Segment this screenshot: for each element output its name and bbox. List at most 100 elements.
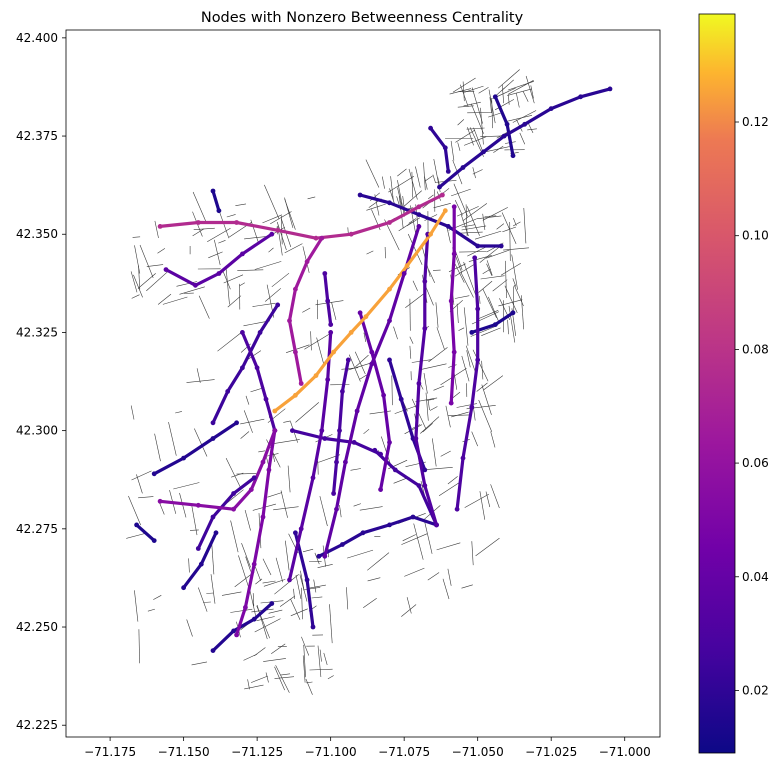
street-segment — [274, 676, 295, 679]
street-segment — [390, 176, 394, 200]
street-segment — [408, 168, 418, 200]
street-segment — [494, 99, 515, 111]
node-point — [290, 428, 295, 433]
node-point — [151, 471, 157, 477]
node-point — [387, 200, 392, 206]
street-segment — [263, 658, 286, 662]
street-segment — [490, 484, 500, 509]
colorbar-tick-label: 0.02 — [742, 683, 769, 697]
street-segment — [478, 280, 493, 293]
street-segment — [482, 207, 508, 221]
node-point — [422, 483, 428, 488]
node-point — [387, 522, 392, 528]
street-segment — [243, 653, 258, 661]
node-point — [313, 235, 319, 241]
street-segment — [451, 391, 461, 399]
node-point — [322, 436, 328, 441]
street-segment — [426, 398, 435, 401]
node-point — [325, 298, 331, 304]
street-segment — [404, 567, 425, 577]
node-point — [225, 389, 231, 394]
centrality-nodes — [134, 86, 613, 653]
node-point — [363, 314, 369, 320]
street-segment — [347, 362, 372, 371]
node-point — [442, 208, 448, 214]
node-point — [210, 188, 216, 194]
street-segment — [450, 140, 455, 161]
street-segment — [157, 248, 166, 254]
street-segment — [302, 655, 306, 683]
node-point — [428, 231, 433, 237]
node-point — [510, 310, 516, 316]
street-segment — [188, 558, 190, 573]
street-segment — [254, 618, 281, 633]
node-point — [195, 502, 201, 508]
street-segment — [382, 176, 385, 189]
street-segment — [279, 595, 296, 607]
street-segment — [451, 188, 471, 197]
node-point — [310, 624, 316, 630]
street-segment — [519, 132, 526, 145]
node-point — [492, 322, 498, 327]
node-point — [445, 224, 451, 229]
street-segment — [363, 598, 377, 608]
street-segment — [463, 136, 487, 146]
street-segment — [214, 239, 221, 266]
street-segment — [471, 87, 483, 124]
node-point — [269, 601, 275, 606]
street-segment — [191, 504, 198, 536]
street-segment — [317, 645, 322, 678]
street-segment — [478, 399, 493, 433]
node-point — [401, 271, 407, 276]
colorbar-tick-label: 0.12 — [742, 115, 769, 129]
node-point — [198, 561, 204, 567]
plot-frame — [65, 29, 661, 738]
node-point — [460, 455, 466, 461]
street-segment — [270, 211, 292, 225]
street-segment — [445, 405, 451, 428]
street-segment — [226, 214, 236, 218]
street-segment — [428, 194, 434, 200]
route-3 — [158, 429, 277, 511]
street-segment — [482, 288, 497, 318]
street-segment — [207, 227, 231, 242]
street-segment — [456, 303, 459, 324]
node-point — [337, 428, 342, 433]
street-segment — [454, 199, 463, 216]
node-point — [210, 514, 216, 520]
node-point — [442, 145, 448, 151]
node-point — [243, 605, 248, 610]
street-segment — [128, 495, 141, 526]
node-point — [216, 208, 222, 214]
street-segment — [405, 291, 427, 308]
street-segment — [223, 274, 244, 284]
street-segment — [480, 275, 505, 280]
street-segment — [139, 244, 154, 279]
street-segment — [498, 69, 520, 89]
node-point — [275, 227, 281, 233]
street-segment — [198, 295, 210, 319]
node-point — [328, 322, 334, 327]
street-segment — [503, 247, 530, 251]
street-segment — [462, 81, 465, 102]
street-segment — [286, 344, 310, 353]
street-segment — [235, 203, 247, 206]
street-segment — [353, 503, 362, 507]
node-point — [475, 306, 481, 312]
street-segment — [138, 496, 154, 499]
street-segment — [512, 221, 521, 227]
node-point — [328, 330, 334, 335]
street-segment — [481, 384, 492, 415]
node-point — [492, 94, 498, 100]
node-point — [475, 243, 481, 249]
street-segment — [295, 402, 319, 423]
street-segment — [137, 273, 156, 289]
node-point — [345, 357, 351, 363]
route-11 — [455, 256, 480, 511]
street-segment — [381, 436, 392, 466]
street-segment — [256, 616, 275, 621]
street-segment — [507, 88, 532, 96]
street-segment — [522, 91, 529, 102]
node-point — [448, 400, 454, 406]
